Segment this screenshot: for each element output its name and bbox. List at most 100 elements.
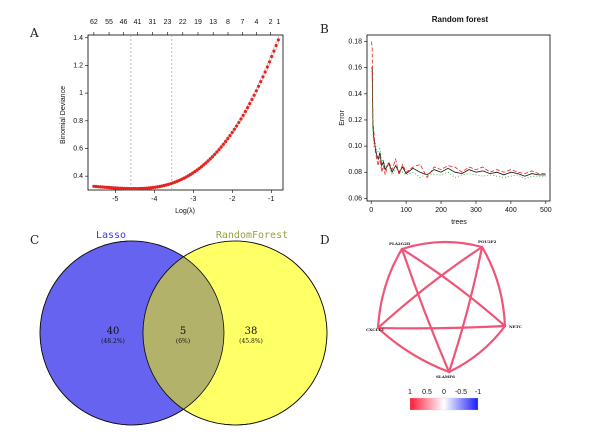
lasso-ytick-label: 1 (79, 90, 83, 97)
lasso-top-tick-label: 7 (240, 19, 244, 26)
rf-plot-frame (366, 34, 551, 202)
rf-title: Random forest (432, 15, 489, 24)
rf-ytick-label: 0.08 (348, 169, 362, 176)
venn-diagram: Lasso RandomForest 40 (48.2%) 5 (6%) 38 … (39, 230, 328, 426)
lasso-ytick-label: 0.4 (73, 173, 83, 180)
lasso-top-tick-label: 4 (255, 19, 259, 26)
legend-tick-label: -0.5 (455, 389, 467, 396)
rf-xtick-label: 500 (540, 207, 552, 214)
network-edge (400, 240, 484, 251)
network-nodes: PLA2G2D POU2F2 NETC SLAMF6 CXCL13 (366, 239, 522, 379)
venn-count-lasso: 40 (107, 326, 120, 337)
lasso-point (248, 102, 252, 106)
lasso-point (254, 89, 258, 93)
rf-ytick-label: 0.12 (348, 117, 362, 124)
lasso-ylabel: Binomial Deviance (60, 86, 67, 144)
lasso-top-tick-label: 8 (226, 19, 230, 26)
network-node-label: CXCL13 (366, 327, 384, 332)
lasso-top-tick-label: 46 (120, 19, 128, 26)
lasso-axes: -5 -4 -3 -2 -10.40.60.811.21.462 55 46 41 31 23 22… (73, 19, 280, 203)
network-edge (447, 324, 507, 374)
lasso-point (199, 165, 204, 169)
network-edge (480, 245, 507, 328)
lasso-point (276, 38, 280, 42)
lasso-points (92, 38, 280, 191)
rf-series-class1 (371, 41, 546, 179)
lasso-point (213, 152, 217, 157)
network-edges (376, 240, 507, 374)
venn-pct-randomforest: (45.8%) (239, 338, 263, 345)
venn-title-randomforest: RandomForest (216, 230, 288, 241)
lasso-point (245, 106, 250, 110)
random-forest-plot: Random forest 0 100 200 300 400 500 0.06 0.08 0.… (339, 15, 552, 226)
venn-count-randomforest: 38 (245, 326, 258, 337)
network-edge (376, 245, 484, 330)
panel-label-d: D (320, 233, 330, 247)
lasso-point (202, 163, 206, 167)
network-edge (400, 247, 507, 328)
lasso-top-tick-label: 13 (209, 19, 217, 26)
lasso-xtick-label: -5 (112, 196, 118, 203)
rf-ylabel: Error (339, 110, 346, 126)
lasso-point (210, 155, 215, 159)
legend-tick-label: -1 (475, 389, 481, 396)
lasso-point (129, 187, 133, 191)
network-node-label: POU2F2 (478, 239, 497, 244)
lasso-top-tick-label: 41 (134, 19, 142, 26)
rf-axes: 0 100 200 300 400 500 0.06 0.08 0.10 0.12 0.14 0.16… (348, 39, 551, 214)
rf-xtick-label: 100 (400, 207, 412, 214)
network-node-label: SLAMF6 (436, 374, 455, 379)
network-edge (447, 245, 484, 374)
rf-xlabel: trees (451, 219, 467, 226)
network-edge (400, 247, 451, 374)
lasso-point (274, 43, 278, 48)
legend-tick-label: 0 (442, 389, 446, 396)
venn-outline-randomforest (142, 240, 328, 426)
lasso-point (232, 127, 236, 131)
legend-colorbar (409, 397, 479, 411)
lasso-point (226, 137, 230, 141)
panel-label-b: B (320, 22, 329, 36)
lasso-point (243, 109, 247, 114)
rf-ytick-label: 0.16 (348, 65, 362, 72)
lasso-point (259, 80, 263, 84)
lasso-top-tick-label: 31 (148, 19, 156, 26)
legend-tick-label: 0.5 (422, 389, 432, 396)
lasso-point (219, 145, 223, 149)
correlation-network: PLA2G2D POU2F2 NETC SLAMF6 CXCL13 1 0.5 0 -0.5 -… (366, 239, 522, 411)
lasso-point (241, 113, 245, 117)
venn-outline-lasso (39, 240, 225, 426)
venn-pct-lasso: (48.2%) (101, 338, 125, 345)
network-node-label: PLA2G2D (389, 241, 411, 246)
lasso-point (215, 150, 219, 154)
lasso-plot-frame (87, 34, 284, 191)
lasso-point (270, 54, 274, 59)
rf-series-class2 (371, 67, 546, 180)
lasso-point (195, 168, 199, 172)
lasso-point (256, 84, 261, 88)
lasso-point (206, 159, 210, 163)
lasso-point (272, 49, 276, 53)
lasso-point (228, 134, 232, 138)
lasso-point (217, 147, 221, 152)
venn-count-overlap: 5 (180, 326, 186, 337)
lasso-xlabel: Log(λ) (175, 208, 195, 215)
network-edge (376, 326, 451, 374)
network-edge (376, 247, 404, 330)
rf-ytick-label: 0.14 (348, 91, 362, 98)
rf-xtick-label: 200 (435, 207, 447, 214)
rf-xtick-label: 300 (470, 207, 482, 214)
lasso-point (252, 93, 256, 97)
lasso-point (261, 75, 265, 79)
lasso-top-tick-label: 2 (269, 19, 273, 26)
lasso-vlines (130, 35, 173, 190)
network-edge (376, 324, 507, 330)
lasso-top-tick-label: 1 (276, 19, 280, 26)
panel-label-c: C (30, 233, 39, 247)
rf-xtick-label: 0 (369, 207, 373, 214)
network-node-label: NETC (509, 324, 522, 329)
rf-ytick-label: 0.10 (348, 143, 362, 150)
lasso-error-band (93, 35, 279, 191)
lasso-cv-plot: -5 -4 -3 -2 -10.40.60.811.21.462 55 46 41 31 23 22… (60, 19, 284, 215)
